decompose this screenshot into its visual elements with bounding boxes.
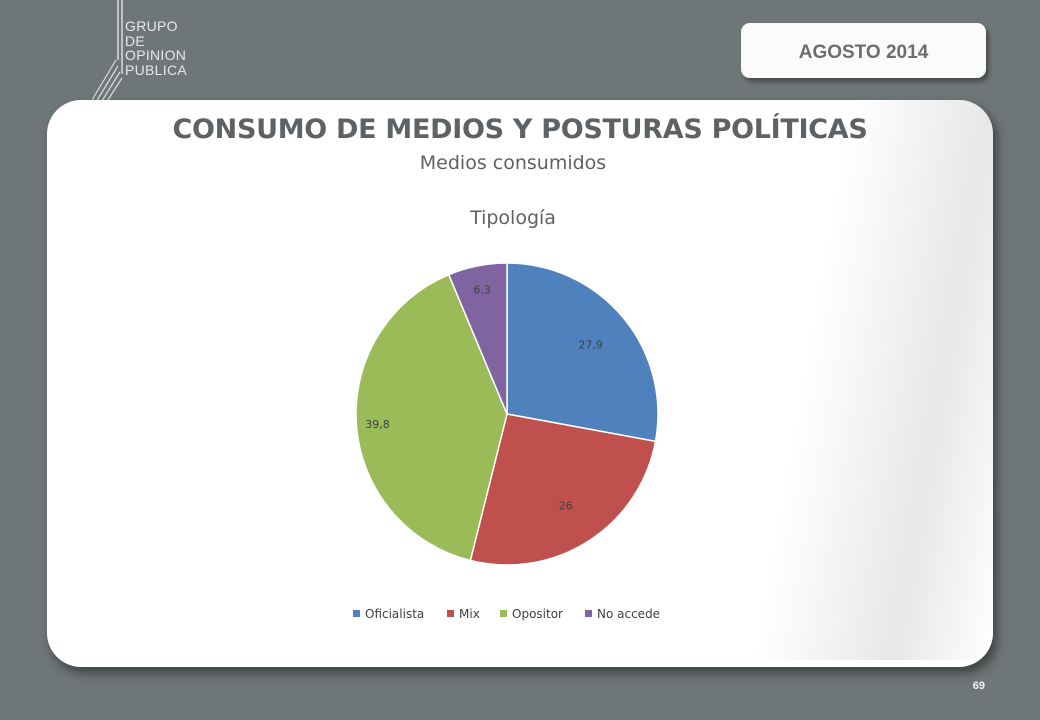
date-label: AGOSTO 2014 [798,41,929,63]
pie-slice-opositor [355,273,508,562]
legend-label-oficialista: Oficialista [365,607,424,621]
logo-text: GRUPO DE OPINION PUBLICA [125,19,187,77]
pie-slice-mix [469,413,657,566]
logo-line-3: OPINION [125,47,187,63]
logo-lines-icon [92,0,123,107]
pie-slices [355,262,659,566]
data-label-mix: 26 [559,499,573,512]
legend-label-mix: Mix [459,607,480,621]
logo-line-1: GRUPO [125,18,178,34]
data-label-opositor: 39,8 [365,418,390,431]
data-label-no-accede: 6,3 [473,284,491,297]
legend-swatch-oficialista [353,610,360,617]
date-badge: AGOSTO 2014 [741,23,986,78]
slide-title: CONSUMO DE MEDIOS Y POSTURAS POLÍTICAS [172,114,868,145]
grupo-opinion-publica-logo: GRUPO DE OPINION PUBLICA [92,0,222,110]
logo-line-2: DE [125,32,146,49]
legend-swatch-no-accede [585,610,592,617]
pie-slice-oficialista [506,262,659,443]
chart-title: Tipología [469,207,556,229]
legend-swatch-mix [447,610,454,617]
legend-label-opositor: Opositor [512,607,563,621]
chart-legend: Oficialista Mix Opositor No accede [353,607,660,621]
legend-swatch-opositor [500,610,507,617]
logo-line-4: PUBLICA [125,61,188,78]
pie-slice-no-accede [447,262,508,415]
pie-data-labels: 27,9 26 39,8 6,3 [365,284,603,513]
legend-label-no-accede: No accede [597,607,660,621]
slide-subtitle: Medios consumidos [419,152,607,174]
data-label-oficialista: 27,9 [578,338,603,351]
page-number: 69 [972,680,985,692]
